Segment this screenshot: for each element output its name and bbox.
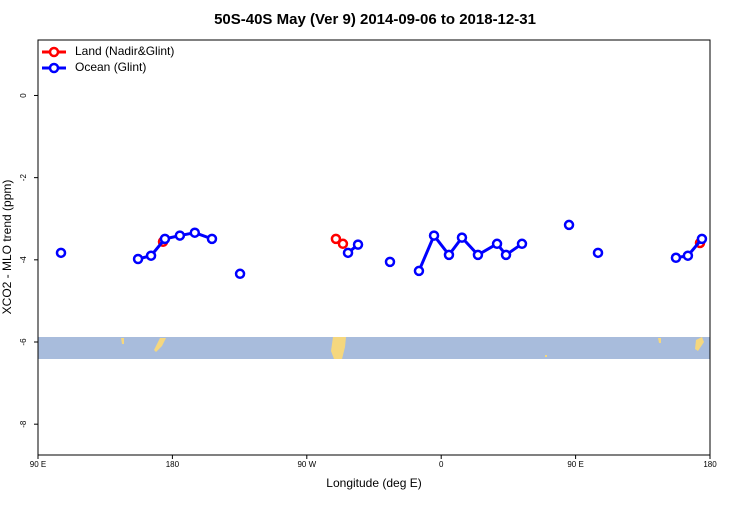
- data-point: [206, 233, 218, 245]
- data-point: [145, 250, 157, 261]
- y-tick-label: 0: [19, 93, 28, 98]
- data-point: [516, 238, 528, 250]
- y-axis-label: XCO2 - MLO trend (ppm): [0, 180, 14, 315]
- chart-title: 50S-40S May (Ver 9) 2014-09-06 to 2018-1…: [214, 11, 536, 28]
- legend-label: Land (Nadir&Glint): [75, 44, 174, 58]
- data-point: [337, 238, 349, 250]
- legend-marker: [48, 46, 60, 58]
- data-point: [696, 233, 708, 245]
- data-point: [189, 227, 201, 238]
- data-point: [352, 239, 364, 250]
- legend-label: Ocean (Glint): [75, 60, 146, 74]
- x-tick-label: 90 W: [297, 460, 316, 469]
- data-point: [342, 247, 354, 259]
- y-tick-label: -8: [19, 420, 28, 428]
- x-tick-label: 90 E: [30, 460, 46, 469]
- data-point: [500, 249, 512, 261]
- data-point: [413, 265, 425, 277]
- series-line: [137, 231, 704, 272]
- data-point: [234, 268, 246, 280]
- data-point: [682, 250, 694, 261]
- x-tick-label: 90 E: [567, 460, 583, 469]
- data-point: [443, 249, 455, 261]
- data-point: [456, 232, 468, 243]
- data-point: [670, 252, 682, 264]
- data-point: [428, 230, 440, 241]
- map-strip: [38, 337, 710, 359]
- data-point: [55, 247, 67, 259]
- y-tick-label: -6: [19, 338, 28, 346]
- data-point: [592, 247, 604, 259]
- legend-marker: [48, 62, 60, 74]
- plot-frame: [37, 39, 711, 456]
- data-point: [472, 249, 484, 261]
- data-point: [174, 230, 186, 241]
- x-axis-label: Longitude (deg E): [326, 476, 421, 490]
- ocean-band: [38, 337, 710, 359]
- data-point: [491, 238, 503, 250]
- data-point: [384, 256, 396, 268]
- y-tick-label: -2: [19, 174, 28, 182]
- data-point: [132, 253, 144, 265]
- x-tick-label: 0: [439, 460, 444, 469]
- data-point: [159, 233, 171, 245]
- x-tick-label: 180: [166, 460, 180, 469]
- data-point: [330, 233, 342, 245]
- y-tick-label: -4: [19, 256, 28, 264]
- x-tick-label: 180: [703, 460, 717, 469]
- data-point: [563, 219, 575, 231]
